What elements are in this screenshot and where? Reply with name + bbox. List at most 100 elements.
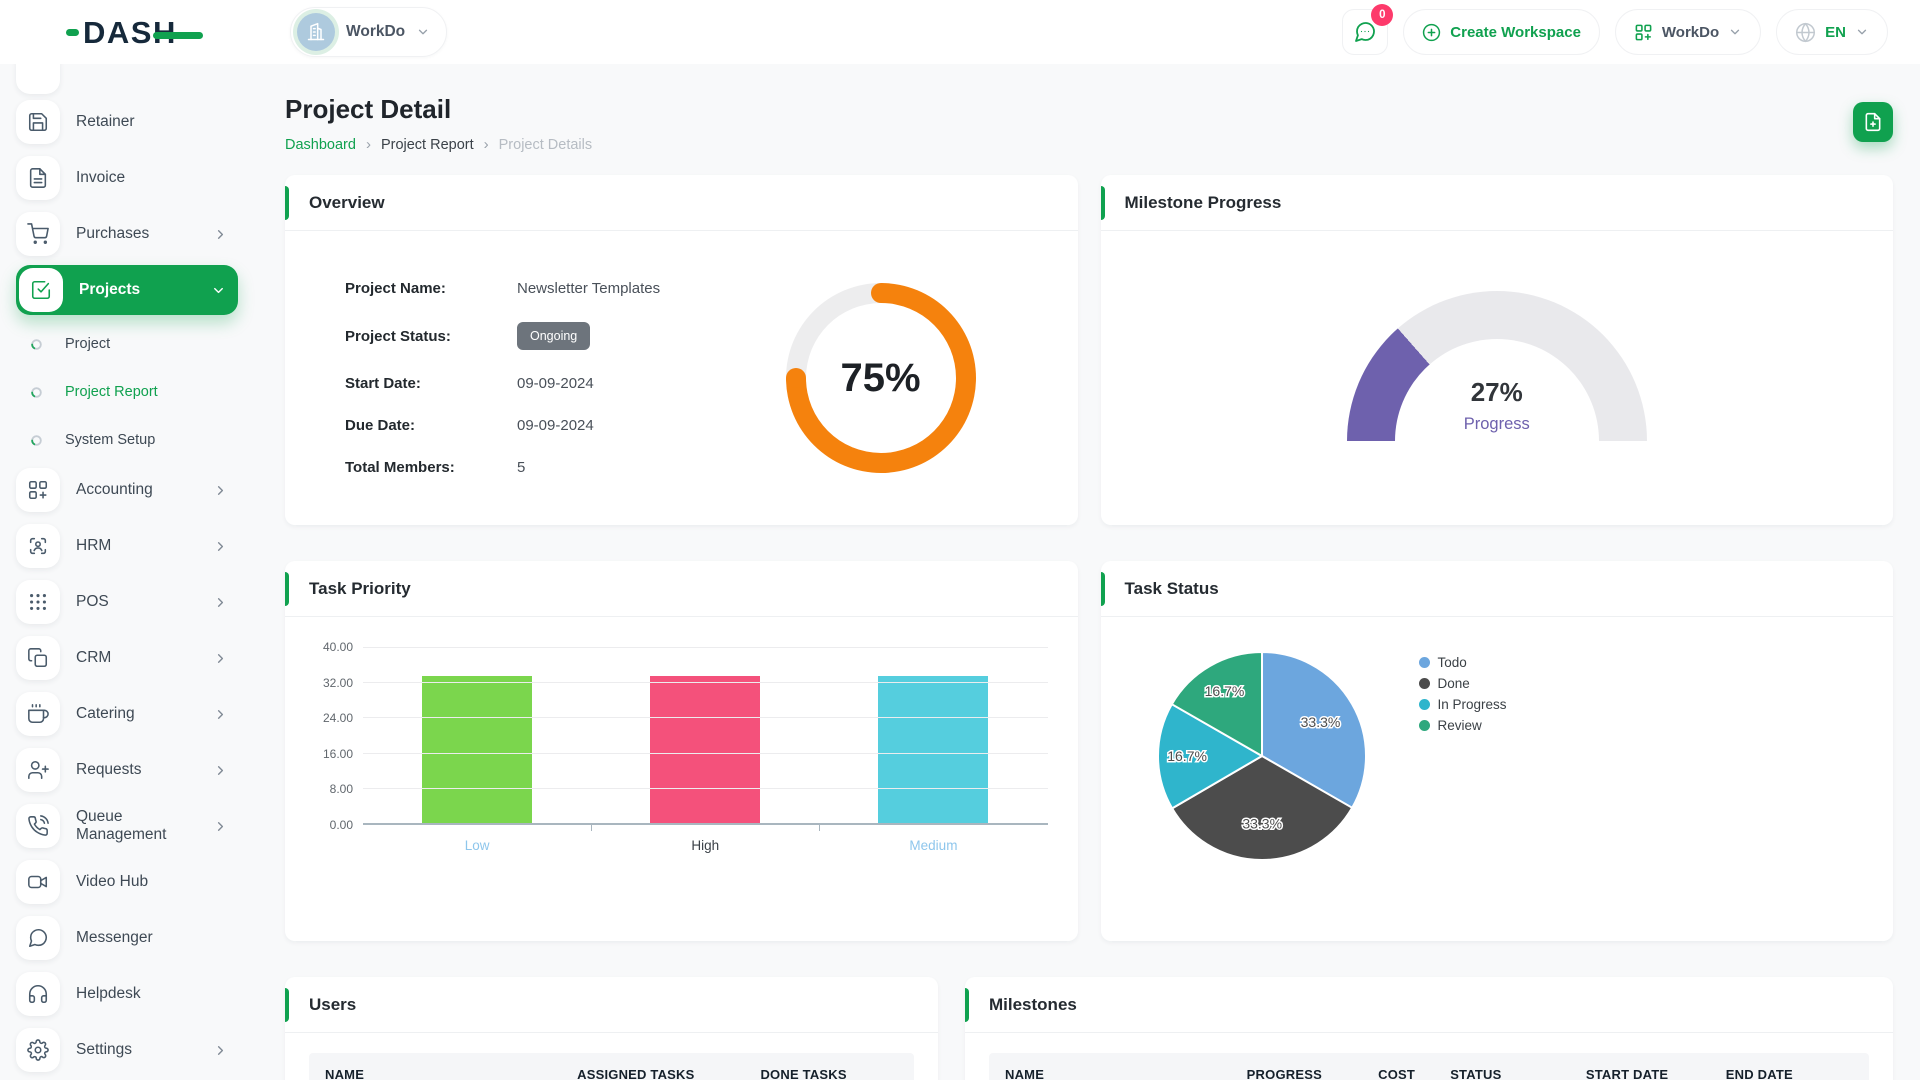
y-tick-label: 40.00 [322,640,353,654]
bar-slot-low [363,647,591,823]
gridline [363,752,1048,754]
pie-slice-in-progress [1156,703,1263,810]
overview-field-start-date: Start Date: 09-09-2024 [345,375,786,392]
x-axis-tick [819,825,821,831]
x-tick-label-low: Low [464,838,490,853]
save-icon [16,100,60,144]
field-value: 5 [517,459,526,476]
sidebar-item-label: Retainer [76,113,135,130]
chat-badge: 0 [1371,4,1394,26]
logo-bar-accent [152,31,203,39]
chevron-right-icon: › [365,136,371,153]
chevron-right-icon [213,651,228,666]
column-header-start-date: START DATE [1585,1067,1669,1080]
pie-datalabel: 33.3% [1300,714,1340,730]
sidebar-item-label: Purchases [76,225,150,242]
export-report-button[interactable] [1853,102,1893,142]
topbar: DASH WorkDo 0 Create Workspace WorkDo [0,0,1920,64]
sidebar-subitem-project-report[interactable]: Project Report [30,372,238,412]
user-plus-icon [16,748,60,792]
chevron-down-icon [416,25,430,39]
breadcrumb-project-report[interactable]: Project Report [380,136,474,153]
pie-slice-review [1170,651,1263,757]
sidebar-subitem-project[interactable]: Project [30,324,238,364]
bar-series [363,647,1048,823]
field-label: Start Date: [345,375,421,392]
donut-cap-start [870,283,891,303]
sidebar-item-video-hub[interactable]: Video Hub [16,860,238,904]
field-label: Due Date: [345,417,416,434]
column-header-name: NAME [1005,1067,1045,1080]
status-badge: Ongoing [517,322,591,350]
sidebar-item-catering[interactable]: Catering [16,692,238,736]
gridline [363,647,1048,648]
donut-percent-label: 75% [840,355,921,400]
chevron-right-icon: › [483,136,489,153]
gauge-caption: Progress [1463,415,1530,433]
bar-low [422,676,533,823]
overview-card: Overview Project Name: Newsletter Templat… [285,175,1078,525]
sidebar-item-queue-management[interactable]: Queue Management [16,804,238,848]
gridline [363,787,1048,789]
sidebar-item-hrm[interactable]: HRM [16,524,238,568]
bar-plot [363,647,1048,831]
task-priority-chart: 40.00 32.00 24.00 16.00 8.00 0.00 Low High Medi… [285,617,1078,853]
chat-bubble-icon [1353,20,1377,44]
app-menu-label: WorkDo [1661,23,1720,41]
app-menu-button[interactable]: WorkDo [1614,9,1762,55]
copy-icon [16,636,60,680]
milestones-card: Milestones NAME PROGRESS COST STATUS START D… [965,977,1893,1080]
workspace-label: WorkDo [346,23,406,40]
main-content: Project Detail Dashboard › Project Repor… [285,64,1893,1080]
breadcrumb-dashboard[interactable]: Dashboard [285,136,356,153]
sidebar-item-messenger[interactable]: Messenger [16,916,238,960]
sidebar-subitem-label: System Setup [65,432,156,448]
messages-button[interactable]: 0 [1342,4,1394,55]
sidebar-item-purchases[interactable]: Purchases [16,212,238,256]
x-axis-tick [591,825,593,831]
brand-logo[interactable]: DASH [66,0,203,64]
legend-item-in-progress: In Progress [1418,697,1507,712]
chevron-right-icon [213,819,228,834]
sidebar-item-accounting[interactable]: Accounting [16,468,238,512]
gridline [363,717,1048,719]
chevron-right-icon [213,483,228,498]
y-tick-label: 24.00 [322,711,353,726]
invoice-icon [16,156,60,200]
sidebar-item-label: Requests [76,761,142,778]
sidebar-item-requests[interactable]: Requests [16,748,238,792]
workspace-selector[interactable]: WorkDo [290,7,448,57]
bar-slot-high [591,647,819,823]
bullet-icon [30,434,43,447]
sidebar-subitem-label: Project Report [65,384,158,400]
coffee-icon [16,692,60,736]
users-table-header: NAME ASSIGNED TASKS DONE TASKS [309,1053,914,1080]
overview-title: Overview [309,192,385,212]
sidebar-item-pos[interactable]: POS [16,580,238,624]
cart-icon [16,212,60,256]
sidebar-item-projects[interactable]: Projects [16,265,238,315]
sidebar-item-crm[interactable]: CRM [16,636,238,680]
pie-slice-todo [1260,651,1367,809]
grid-plus-icon [16,468,60,512]
column-header-assigned-tasks: ASSIGNED TASKS [577,1067,695,1080]
chevron-down-icon [1855,25,1869,39]
sidebar-subitem-system-setup[interactable]: System Setup [30,420,238,460]
pie-datalabel: 16.7% [1204,683,1244,699]
language-selector[interactable]: EN [1776,9,1888,55]
field-value: 09-09-2024 [517,375,594,392]
sidebar-item-settings[interactable]: Settings [16,1028,238,1072]
bar-slot-medium [819,647,1047,823]
task-status-pie: 33.3% 33.3% 16.7% 16.7% [1156,651,1367,862]
task-status-card: Task Status 33.3% 33.3% 16.7% 16.7% Todo Don… [1100,561,1893,941]
sidebar-item-helpdesk[interactable]: Helpdesk [16,972,238,1016]
create-workspace-button[interactable]: Create Workspace [1403,9,1600,55]
field-label: Project Status: [345,327,451,345]
sidebar-item-label: CRM [76,649,112,666]
legend-label: Review [1437,718,1482,733]
sidebar-item-invoice[interactable]: Invoice [16,156,238,200]
page-title: Project Detail [285,94,452,124]
sidebar-item-label: Video Hub [76,873,149,890]
chevron-right-icon [213,227,228,242]
sidebar-item-retainer[interactable]: Retainer [16,100,238,144]
